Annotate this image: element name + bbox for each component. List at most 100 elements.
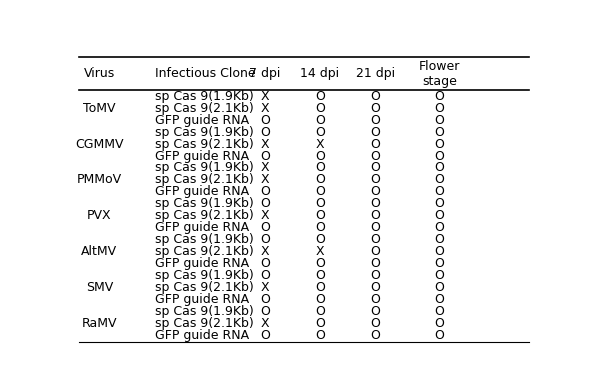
Text: sp Cas 9(1.9Kb): sp Cas 9(1.9Kb) bbox=[155, 305, 253, 318]
Text: O: O bbox=[260, 329, 270, 342]
Text: O: O bbox=[315, 114, 325, 126]
Text: O: O bbox=[315, 209, 325, 223]
Text: O: O bbox=[315, 269, 325, 282]
Text: O: O bbox=[370, 269, 380, 282]
Text: O: O bbox=[435, 305, 444, 318]
Text: sp Cas 9(1.9Kb): sp Cas 9(1.9Kb) bbox=[155, 269, 253, 282]
Text: X: X bbox=[260, 173, 269, 186]
Text: CGMMV: CGMMV bbox=[75, 138, 124, 151]
Text: 21 dpi: 21 dpi bbox=[356, 67, 395, 80]
Text: O: O bbox=[315, 221, 325, 235]
Text: PVX: PVX bbox=[87, 209, 111, 223]
Text: O: O bbox=[315, 329, 325, 342]
Text: PMMoV: PMMoV bbox=[77, 173, 122, 186]
Text: 7 dpi: 7 dpi bbox=[249, 67, 280, 80]
Text: O: O bbox=[260, 198, 270, 210]
Text: O: O bbox=[370, 317, 380, 330]
Text: X: X bbox=[260, 317, 269, 330]
Text: X: X bbox=[260, 102, 269, 115]
Text: sp Cas 9(2.1Kb): sp Cas 9(2.1Kb) bbox=[155, 209, 253, 223]
Text: X: X bbox=[315, 138, 324, 151]
Text: O: O bbox=[435, 102, 444, 115]
Text: sp Cas 9(1.9Kb): sp Cas 9(1.9Kb) bbox=[155, 233, 253, 246]
Text: O: O bbox=[435, 245, 444, 258]
Text: O: O bbox=[370, 258, 380, 270]
Text: O: O bbox=[370, 281, 380, 294]
Text: X: X bbox=[260, 89, 269, 103]
Text: O: O bbox=[370, 138, 380, 151]
Text: O: O bbox=[435, 329, 444, 342]
Text: O: O bbox=[435, 89, 444, 103]
Text: X: X bbox=[260, 209, 269, 223]
Text: O: O bbox=[435, 317, 444, 330]
Text: sp Cas 9(1.9Kb): sp Cas 9(1.9Kb) bbox=[155, 161, 253, 175]
Text: O: O bbox=[370, 173, 380, 186]
Text: O: O bbox=[315, 102, 325, 115]
Text: X: X bbox=[260, 245, 269, 258]
Text: O: O bbox=[370, 186, 380, 198]
Text: O: O bbox=[370, 114, 380, 126]
Text: O: O bbox=[435, 114, 444, 126]
Text: RaMV: RaMV bbox=[82, 317, 117, 330]
Text: O: O bbox=[260, 114, 270, 126]
Text: GFP guide RNA: GFP guide RNA bbox=[155, 149, 248, 163]
Text: O: O bbox=[370, 198, 380, 210]
Text: O: O bbox=[370, 329, 380, 342]
Text: O: O bbox=[260, 126, 270, 138]
Text: O: O bbox=[370, 305, 380, 318]
Text: O: O bbox=[435, 186, 444, 198]
Text: O: O bbox=[260, 293, 270, 306]
Text: O: O bbox=[435, 149, 444, 163]
Text: O: O bbox=[315, 89, 325, 103]
Text: sp Cas 9(1.9Kb): sp Cas 9(1.9Kb) bbox=[155, 126, 253, 138]
Text: GFP guide RNA: GFP guide RNA bbox=[155, 114, 248, 126]
Text: ToMV: ToMV bbox=[83, 102, 116, 115]
Text: O: O bbox=[315, 258, 325, 270]
Text: O: O bbox=[260, 258, 270, 270]
Text: O: O bbox=[435, 221, 444, 235]
Text: X: X bbox=[315, 245, 324, 258]
Text: O: O bbox=[435, 293, 444, 306]
Text: O: O bbox=[260, 305, 270, 318]
Text: GFP guide RNA: GFP guide RNA bbox=[155, 186, 248, 198]
Text: O: O bbox=[315, 149, 325, 163]
Text: O: O bbox=[370, 221, 380, 235]
Text: sp Cas 9(2.1Kb): sp Cas 9(2.1Kb) bbox=[155, 138, 253, 151]
Text: O: O bbox=[435, 258, 444, 270]
Text: O: O bbox=[370, 149, 380, 163]
Text: sp Cas 9(2.1Kb): sp Cas 9(2.1Kb) bbox=[155, 317, 253, 330]
Text: O: O bbox=[435, 198, 444, 210]
Text: O: O bbox=[435, 161, 444, 175]
Text: GFP guide RNA: GFP guide RNA bbox=[155, 258, 248, 270]
Text: O: O bbox=[260, 221, 270, 235]
Text: GFP guide RNA: GFP guide RNA bbox=[155, 221, 248, 235]
Text: O: O bbox=[260, 186, 270, 198]
Text: O: O bbox=[435, 138, 444, 151]
Text: 14 dpi: 14 dpi bbox=[301, 67, 340, 80]
Text: O: O bbox=[315, 293, 325, 306]
Text: GFP guide RNA: GFP guide RNA bbox=[155, 329, 248, 342]
Text: GFP guide RNA: GFP guide RNA bbox=[155, 293, 248, 306]
Text: O: O bbox=[370, 126, 380, 138]
Text: O: O bbox=[370, 209, 380, 223]
Text: O: O bbox=[370, 293, 380, 306]
Text: O: O bbox=[260, 233, 270, 246]
Text: O: O bbox=[315, 186, 325, 198]
Text: O: O bbox=[315, 317, 325, 330]
Text: SMV: SMV bbox=[86, 281, 113, 294]
Text: O: O bbox=[315, 233, 325, 246]
Text: sp Cas 9(1.9Kb): sp Cas 9(1.9Kb) bbox=[155, 89, 253, 103]
Text: O: O bbox=[370, 102, 380, 115]
Text: O: O bbox=[435, 209, 444, 223]
Text: O: O bbox=[370, 89, 380, 103]
Text: O: O bbox=[435, 269, 444, 282]
Text: O: O bbox=[435, 281, 444, 294]
Text: sp Cas 9(2.1Kb): sp Cas 9(2.1Kb) bbox=[155, 245, 253, 258]
Text: X: X bbox=[260, 138, 269, 151]
Text: sp Cas 9(2.1Kb): sp Cas 9(2.1Kb) bbox=[155, 102, 253, 115]
Text: O: O bbox=[435, 173, 444, 186]
Text: sp Cas 9(1.9Kb): sp Cas 9(1.9Kb) bbox=[155, 198, 253, 210]
Text: O: O bbox=[260, 269, 270, 282]
Text: Flower
stage: Flower stage bbox=[419, 60, 460, 88]
Text: O: O bbox=[370, 245, 380, 258]
